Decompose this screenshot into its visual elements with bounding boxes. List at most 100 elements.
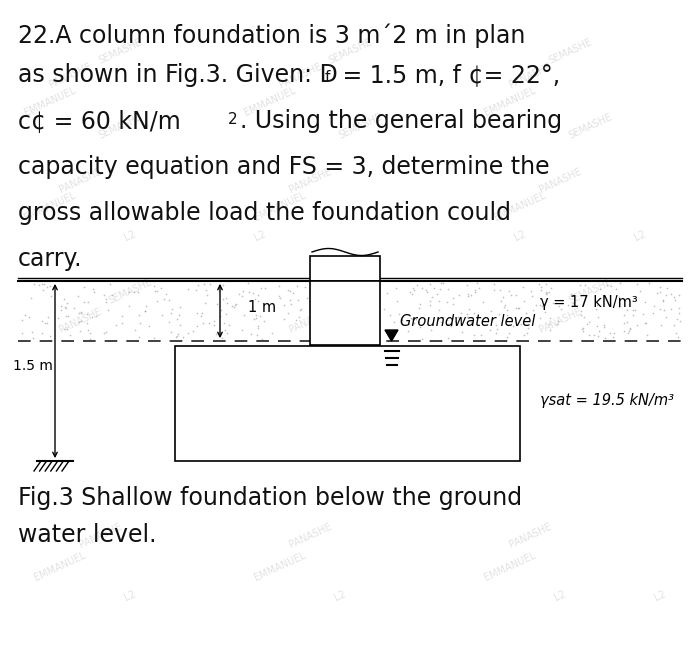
Point xyxy=(29,279,40,290)
Text: PANASHE: PANASHE xyxy=(287,167,332,195)
Point xyxy=(657,296,668,307)
Point xyxy=(435,278,447,289)
Point xyxy=(656,319,667,330)
Point xyxy=(172,313,183,324)
Text: SEMASHE: SEMASHE xyxy=(337,111,384,140)
Text: as shown in Fig.3. Given: D: as shown in Fig.3. Given: D xyxy=(18,63,337,87)
Point xyxy=(132,287,144,297)
Point xyxy=(45,331,56,342)
Point xyxy=(508,320,519,331)
Point xyxy=(416,333,428,344)
Point xyxy=(462,289,473,299)
Point xyxy=(209,315,220,326)
Point xyxy=(220,293,232,303)
Point xyxy=(519,329,530,340)
Point xyxy=(433,305,444,315)
Point xyxy=(386,330,397,341)
Point xyxy=(216,304,227,315)
Point xyxy=(221,328,232,339)
Point xyxy=(173,329,184,340)
Point xyxy=(637,309,648,319)
Point xyxy=(392,295,403,306)
Point xyxy=(44,280,55,291)
Point xyxy=(669,295,680,306)
Point xyxy=(563,299,574,310)
Point xyxy=(426,292,438,303)
Point xyxy=(36,327,48,338)
Point xyxy=(613,292,624,303)
Point xyxy=(190,285,202,295)
Text: L2: L2 xyxy=(122,589,137,603)
Point xyxy=(60,303,71,313)
Point xyxy=(517,282,528,293)
Text: PANASHE: PANASHE xyxy=(537,307,583,336)
Point xyxy=(76,307,87,317)
Point xyxy=(629,305,641,315)
Point xyxy=(101,327,112,338)
Point xyxy=(605,327,616,338)
Point xyxy=(654,304,665,315)
Text: L2: L2 xyxy=(122,229,137,243)
Point xyxy=(578,326,589,337)
Point xyxy=(454,290,465,301)
Point xyxy=(671,314,682,325)
Point xyxy=(104,278,116,289)
Point xyxy=(556,295,567,306)
Point xyxy=(674,307,685,318)
Point xyxy=(594,293,606,303)
Point xyxy=(134,317,145,328)
Text: EMMANUEL: EMMANUEL xyxy=(22,85,78,117)
Point xyxy=(589,295,601,305)
Point xyxy=(251,312,262,323)
Point xyxy=(592,331,603,342)
Point xyxy=(273,280,284,291)
Point xyxy=(85,327,96,338)
Point xyxy=(485,305,496,316)
Point xyxy=(625,323,636,333)
Point xyxy=(622,317,633,328)
Point xyxy=(211,299,223,309)
Point xyxy=(229,302,240,313)
Point xyxy=(155,282,166,293)
Point xyxy=(220,325,231,336)
Point xyxy=(260,282,271,293)
Point xyxy=(540,287,552,297)
Text: carry.: carry. xyxy=(18,247,83,271)
Point xyxy=(163,295,174,305)
Text: water level.: water level. xyxy=(18,523,157,547)
Point xyxy=(489,278,500,289)
Point xyxy=(199,297,211,308)
Point xyxy=(583,330,594,341)
Point xyxy=(673,331,684,342)
Point xyxy=(110,319,121,330)
Point xyxy=(578,323,589,333)
Point xyxy=(222,298,233,309)
Text: L2: L2 xyxy=(512,229,527,243)
Point xyxy=(62,297,73,308)
Text: PANASHE: PANASHE xyxy=(47,62,93,90)
Point xyxy=(503,319,514,330)
Point xyxy=(531,300,542,311)
Point xyxy=(566,288,577,299)
Point xyxy=(624,325,635,336)
Point xyxy=(62,323,73,334)
Point xyxy=(205,279,216,290)
Text: SEMASHE: SEMASHE xyxy=(547,36,594,66)
Point xyxy=(599,333,610,344)
Point xyxy=(469,285,480,295)
Point xyxy=(665,303,676,314)
Point xyxy=(117,311,128,321)
Text: PANASHE: PANASHE xyxy=(57,307,103,336)
Point xyxy=(628,305,639,315)
Point xyxy=(274,291,285,301)
Point xyxy=(218,280,229,291)
Point xyxy=(237,285,248,296)
Point xyxy=(502,310,513,321)
Point xyxy=(463,303,475,314)
Point xyxy=(442,297,453,307)
Point xyxy=(385,309,396,320)
Point xyxy=(391,282,402,293)
Point xyxy=(236,291,247,301)
Point xyxy=(581,319,592,329)
Text: EMMANUEL: EMMANUEL xyxy=(253,550,307,582)
